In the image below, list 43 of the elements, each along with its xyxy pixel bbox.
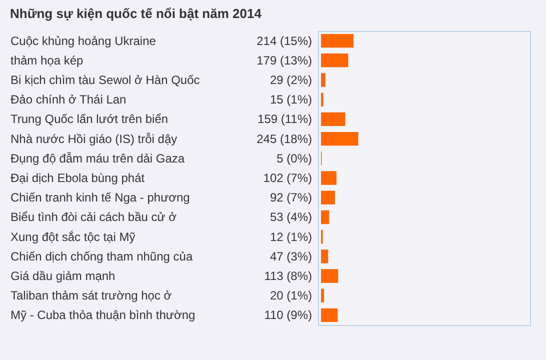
y-tick-label: Trung Quốc lấn lướt trên biển xyxy=(10,112,168,126)
bar xyxy=(321,112,346,126)
y-tick-label: Chiến tranh kinh tế Nga - phương xyxy=(10,190,190,205)
data-label: 113 (8%) xyxy=(264,269,312,283)
data-label: 12 (1%) xyxy=(270,230,312,244)
bar xyxy=(321,210,330,224)
y-tick-label: Chiến dịch chống tham nhũng của xyxy=(10,249,193,264)
data-label: 179 (13%) xyxy=(256,53,312,68)
y-tick-label: thảm họa kép xyxy=(10,53,84,68)
bar xyxy=(321,73,326,87)
y-tick-label: Biểu tình đòi cải cách bầu cử ở xyxy=(10,210,177,224)
data-label: 92 (7%) xyxy=(270,190,312,205)
y-tick-label: Đụng độ đẫm máu trên dải Gaza xyxy=(10,151,185,166)
data-label: 245 (18%) xyxy=(256,132,312,146)
data-label: 29 (2%) xyxy=(270,73,312,87)
bar xyxy=(321,54,348,68)
y-tick-label: Taliban thảm sát trường học ở xyxy=(10,288,172,303)
bar xyxy=(321,171,336,185)
y-tick-label: Cuộc khủng hoảng Ukraine xyxy=(10,34,156,48)
data-label: 15 (1%) xyxy=(270,92,312,107)
bar xyxy=(321,308,338,322)
y-tick-label: Xung đột sắc tộc tại Mỹ xyxy=(10,230,136,244)
data-label: 20 (1%) xyxy=(270,288,312,303)
bar xyxy=(321,269,338,283)
data-label: 110 (9%) xyxy=(264,308,312,322)
y-tick-label: Giá dầu giảm mạnh xyxy=(10,269,116,283)
bar xyxy=(321,190,335,204)
bar xyxy=(321,288,324,302)
data-label: 102 (7%) xyxy=(263,171,312,185)
data-label: 159 (11%) xyxy=(258,112,312,126)
data-label: 53 (4%) xyxy=(270,210,312,224)
bar xyxy=(321,250,328,264)
bar xyxy=(321,34,354,48)
y-tick-label: Đại dịch Ebola bùng phát xyxy=(10,171,146,185)
y-tick-label: Đảo chính ở Thái Lan xyxy=(10,92,126,107)
data-label: 47 (3%) xyxy=(270,249,312,264)
data-label: 5 (0%) xyxy=(276,151,312,166)
text: Những sự kiện quốc tế nổi bật năm 2014 xyxy=(10,6,262,21)
y-tick-label: Mỹ - Cuba thỏa thuận bình thường xyxy=(10,308,196,322)
data-label: 214 (15%) xyxy=(256,34,312,48)
y-tick-label: Nhà nước Hồi giáo (IS) trỗi dậy xyxy=(10,132,178,146)
bar xyxy=(321,132,358,146)
y-tick-label: Bi kịch chìm tàu Sewol ở Hàn Quốc xyxy=(10,73,200,87)
